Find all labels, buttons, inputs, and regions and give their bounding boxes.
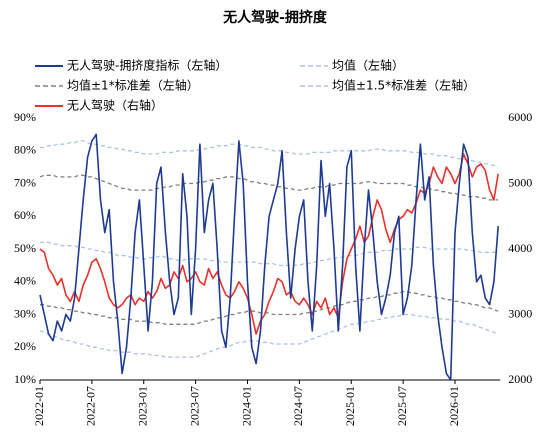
x-tick-label: 2024-01 — [239, 386, 253, 426]
y-tick-label: 90% — [14, 110, 36, 124]
chart-title: 无人驾驶-拥挤度 — [222, 9, 328, 26]
y-tick-label: 80% — [14, 143, 36, 157]
x-tick-label: 2026-01 — [447, 386, 461, 426]
legend-label: 均值（左轴） — [332, 58, 404, 73]
y2-tick-label: 3000 — [508, 306, 532, 320]
series-line — [39, 133, 499, 381]
series-line — [39, 174, 499, 201]
y-tick-label: 60% — [14, 208, 36, 222]
y-tick-label: 70% — [14, 175, 36, 189]
legend-label: 无人驾驶-拥挤度指标（左轴） — [67, 58, 227, 73]
series-line — [39, 313, 499, 358]
legend-label: 无人驾驶（右轴） — [67, 98, 163, 113]
y2-tick-label: 5000 — [508, 175, 532, 189]
x-tick-label: 2022-01 — [32, 386, 46, 426]
series-line — [40, 241, 499, 267]
y-tick-label: 50% — [14, 241, 36, 255]
x-tick-label: 2023-07 — [187, 386, 201, 426]
series-line — [40, 140, 499, 168]
x-tick-label: 2022-07 — [84, 386, 98, 426]
y2-tick-label: 2000 — [508, 372, 532, 386]
legend-label: 均值±1.5*标准差（左轴） — [332, 78, 475, 93]
y-tick-label: 20% — [14, 339, 36, 353]
y2-tick-label: 4000 — [508, 241, 532, 255]
series-line — [40, 290, 499, 325]
x-tick-label: 2025-07 — [395, 386, 409, 426]
y-tick-label: 30% — [14, 306, 36, 320]
x-tick-label: 2025-01 — [343, 386, 357, 426]
x-tick-label: 2024-07 — [291, 386, 305, 426]
y-tick-label: 40% — [14, 274, 36, 288]
legend-label: 均值±1*标准差（左轴） — [67, 78, 199, 93]
y2-tick-label: 6000 — [508, 110, 532, 124]
y-tick-label: 10% — [14, 372, 36, 386]
x-tick-label: 2023-01 — [136, 386, 150, 426]
